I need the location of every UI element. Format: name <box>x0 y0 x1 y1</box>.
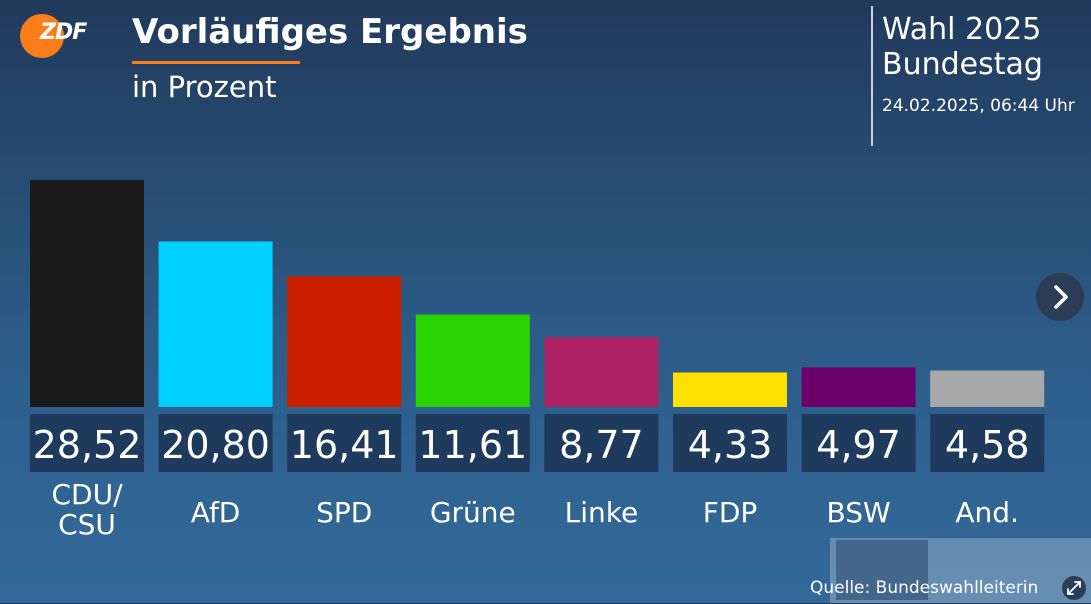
source-label: Quelle: Bundeswahlleiterin <box>810 578 1039 598</box>
value-box <box>544 414 659 472</box>
value-label: 8,77 <box>559 423 644 467</box>
expand-icon <box>1067 581 1081 595</box>
value-label: 11,61 <box>418 423 527 467</box>
chart-subtitle: in Prozent <box>132 70 277 104</box>
expand-button[interactable] <box>1062 576 1086 600</box>
value-box <box>930 414 1045 472</box>
value-box <box>801 414 916 472</box>
header-divider <box>871 6 873 146</box>
value-label: 4,33 <box>688 423 773 467</box>
category-label: Linke <box>565 496 639 529</box>
value-box <box>287 414 402 472</box>
watermark-overlay <box>830 538 1091 603</box>
bar <box>544 337 659 407</box>
bar <box>158 241 273 407</box>
zdf-logo <box>20 14 64 58</box>
value-box <box>415 414 530 472</box>
election-body: Bundestag <box>882 47 1043 82</box>
value-label: 16,41 <box>290 423 399 467</box>
value-label: 20,80 <box>161 423 270 467</box>
chart-title: Vorläufiges Ergebnis <box>132 12 528 52</box>
value-box <box>30 414 144 472</box>
value-box <box>158 414 273 472</box>
election-year: Wahl 2025 <box>882 12 1042 47</box>
category-label: FDP <box>703 496 758 529</box>
bar <box>287 276 402 407</box>
timestamp: 24.02.2025, 06:44 Uhr <box>882 96 1075 116</box>
category-label: CDU/CSU <box>51 478 123 541</box>
category-label: Grüne <box>430 496 516 529</box>
bar <box>673 372 787 407</box>
watermark-logo <box>836 540 928 600</box>
bar <box>30 180 144 407</box>
category-label: AfD <box>191 496 241 529</box>
bar <box>930 370 1045 407</box>
value-label: 4,97 <box>816 423 901 467</box>
zdf-logo-text: ZDF <box>40 20 87 45</box>
title-underline <box>132 61 300 64</box>
category-label: And. <box>955 496 1019 529</box>
bar <box>801 367 916 407</box>
value-label: 4,58 <box>945 423 1030 467</box>
election-info: Wahl 2025 Bundestag <box>882 12 1043 82</box>
value-box <box>673 414 787 472</box>
next-button[interactable] <box>1036 273 1084 321</box>
bar <box>415 314 530 407</box>
category-label: SPD <box>316 496 372 529</box>
chevron-right-icon <box>1054 285 1068 309</box>
value-label: 28,52 <box>33 423 142 467</box>
category-label: BSW <box>827 496 891 529</box>
